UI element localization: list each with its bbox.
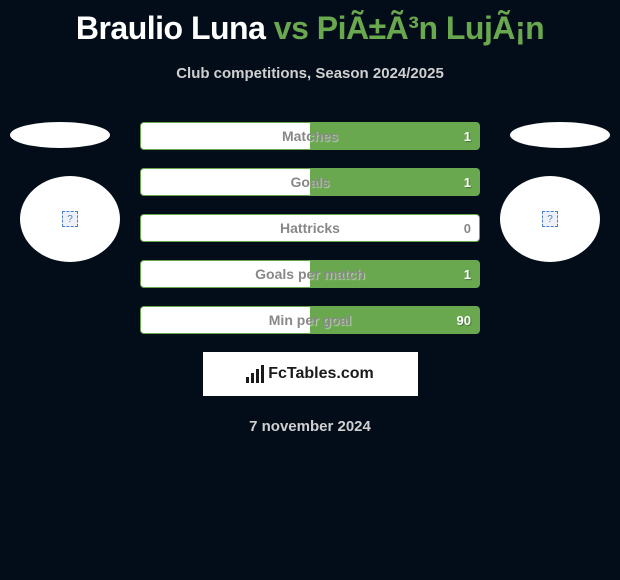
logo-bar	[251, 373, 254, 383]
logo-bar	[246, 377, 249, 383]
stat-row-minpergoal: Min per goal 90	[140, 306, 480, 334]
placeholder-icon	[62, 211, 78, 227]
date-text: 7 november 2024	[0, 418, 620, 435]
stat-row-matches: Matches 1	[140, 122, 480, 150]
stat-row-goals: Goals 1	[140, 168, 480, 196]
player2-avatar-circle	[500, 176, 600, 262]
stat-row-hattricks: Hattricks 0	[140, 214, 480, 242]
stat-value-right: 1	[464, 175, 471, 190]
stat-value-right: 1	[464, 129, 471, 144]
subtitle: Club competitions, Season 2024/2025	[0, 65, 620, 82]
stat-row-goalspermatch: Goals per match 1	[140, 260, 480, 288]
fctables-logo[interactable]: FcTables.com	[203, 352, 418, 396]
player1-flag-ellipse	[10, 122, 110, 148]
player1-name: Braulio Luna	[76, 10, 266, 46]
stat-value-right: 1	[464, 267, 471, 282]
stats-container: Matches 1 Goals 1 Hattricks 0 Goals per …	[140, 122, 480, 334]
player2-flag-ellipse	[510, 122, 610, 148]
vs-text: vs	[274, 10, 309, 46]
stat-label: Matches	[282, 128, 338, 144]
page-title: Braulio Luna vs PiÃ±Ã³n LujÃ¡n	[0, 0, 620, 47]
stat-label: Goals	[291, 174, 330, 190]
logo-bar	[256, 369, 259, 383]
stat-label: Hattricks	[280, 220, 340, 236]
bar-chart-icon	[246, 365, 264, 383]
player1-avatar-circle	[20, 176, 120, 262]
stat-label: Min per goal	[269, 312, 351, 328]
stat-value-right: 0	[464, 221, 471, 236]
stat-label: Goals per match	[255, 266, 365, 282]
stat-value-right: 90	[457, 313, 471, 328]
logo-bar	[261, 365, 264, 383]
placeholder-icon	[542, 211, 558, 227]
logo-text: FcTables.com	[268, 365, 374, 383]
content-area: Matches 1 Goals 1 Hattricks 0 Goals per …	[0, 122, 620, 435]
player2-name: PiÃ±Ã³n LujÃ¡n	[317, 10, 544, 46]
